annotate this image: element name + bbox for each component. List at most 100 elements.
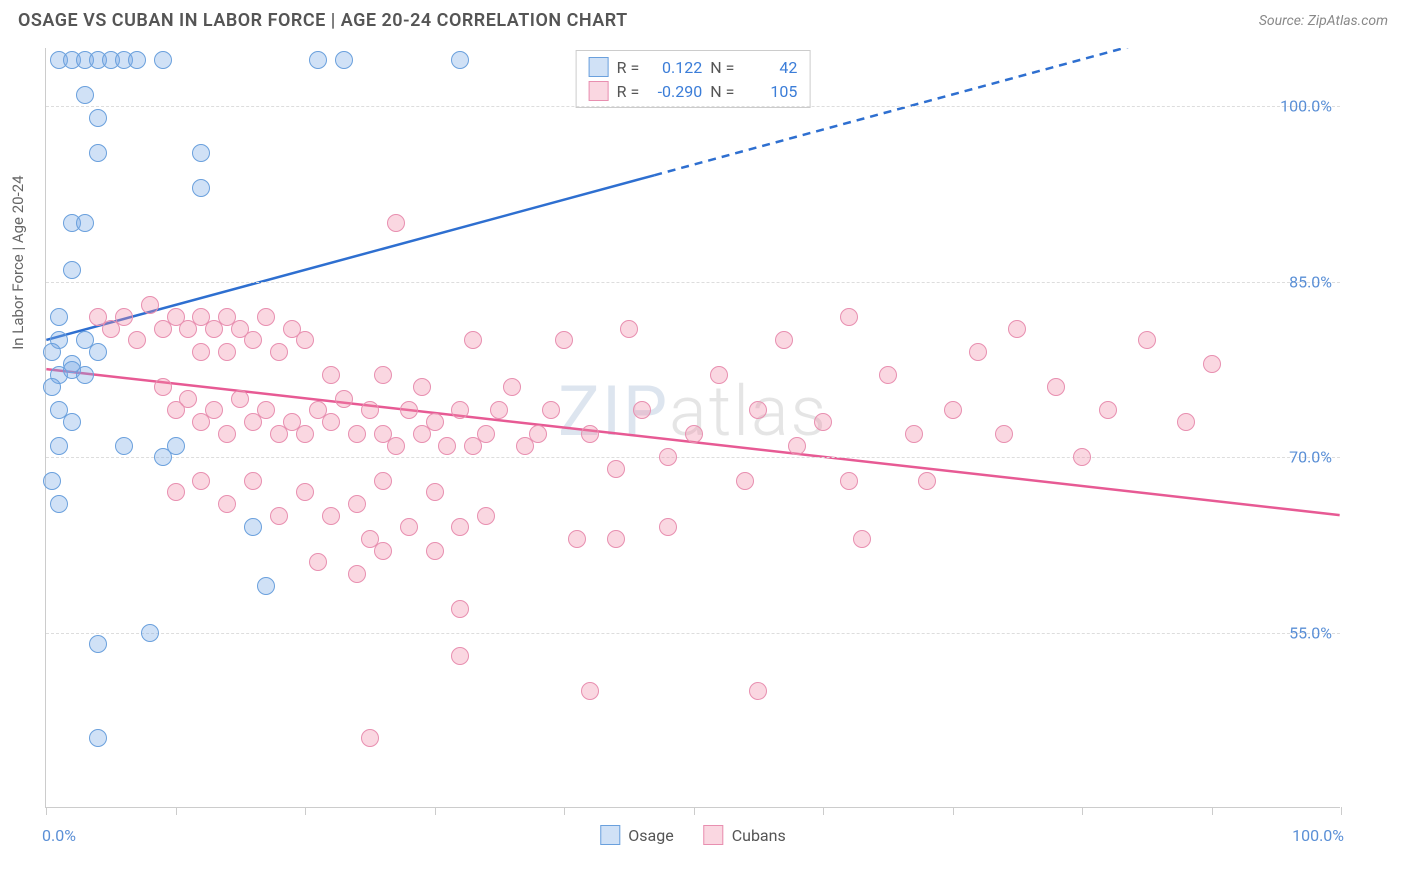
data-point: [335, 51, 353, 69]
watermark-bold: ZIP: [558, 371, 669, 453]
data-point: [43, 472, 61, 490]
data-point: [374, 366, 392, 384]
data-point: [50, 308, 68, 326]
r-value: -0.290: [647, 82, 702, 101]
series-legend-label: Cubans: [732, 826, 786, 845]
data-point: [451, 647, 469, 665]
data-point: [43, 343, 61, 361]
data-point: [426, 413, 444, 431]
data-point: [477, 425, 495, 443]
data-point: [192, 179, 210, 197]
gridline: [46, 282, 1340, 283]
gridline: [46, 633, 1340, 634]
legend-swatch: [589, 81, 609, 101]
data-point: [426, 483, 444, 501]
data-point: [296, 425, 314, 443]
data-point: [63, 261, 81, 279]
n-value: 105: [742, 82, 797, 101]
data-point: [322, 507, 340, 525]
series-legend-item: Osage: [600, 825, 673, 845]
data-point: [1047, 378, 1065, 396]
y-axis-title: In Labor Force | Age 20-24: [9, 175, 27, 349]
data-point: [1138, 331, 1156, 349]
data-point: [89, 343, 107, 361]
data-point: [400, 401, 418, 419]
data-point: [490, 401, 508, 419]
x-tick: [435, 807, 436, 815]
data-point: [607, 460, 625, 478]
data-point: [257, 308, 275, 326]
x-tick: [564, 807, 565, 815]
data-point: [426, 542, 444, 560]
data-point: [270, 343, 288, 361]
legend-swatch: [589, 57, 609, 77]
data-point: [309, 51, 327, 69]
x-tick: [176, 807, 177, 815]
n-value: 42: [742, 58, 797, 77]
data-point: [270, 507, 288, 525]
data-point: [1008, 320, 1026, 338]
data-point: [192, 144, 210, 162]
data-point: [179, 390, 197, 408]
y-tick-label: 85.0%: [1289, 272, 1332, 291]
correlation-legend-row: R = -0.290 N = 105: [589, 79, 798, 103]
data-point: [529, 425, 547, 443]
data-point: [348, 565, 366, 583]
data-point: [905, 425, 923, 443]
x-tick: [1082, 807, 1083, 815]
data-point: [50, 495, 68, 513]
data-point: [231, 390, 249, 408]
data-point: [451, 518, 469, 536]
x-tick: [953, 807, 954, 815]
data-point: [918, 472, 936, 490]
series-legend-label: Osage: [628, 826, 673, 845]
data-point: [451, 600, 469, 618]
data-point: [633, 401, 651, 419]
data-point: [581, 425, 599, 443]
x-axis-max-label: 100.0%: [1292, 826, 1344, 845]
y-tick-label: 100.0%: [1280, 97, 1332, 116]
data-point: [167, 437, 185, 455]
r-label: R =: [617, 82, 640, 101]
data-point: [788, 437, 806, 455]
data-point: [1099, 401, 1117, 419]
data-point: [76, 214, 94, 232]
data-point: [840, 308, 858, 326]
data-point: [89, 144, 107, 162]
data-point: [451, 401, 469, 419]
series-legend: Osage Cubans: [600, 825, 785, 845]
data-point: [128, 331, 146, 349]
data-point: [374, 472, 392, 490]
data-point: [141, 296, 159, 314]
gridline: [46, 106, 1340, 107]
r-value: 0.122: [647, 58, 702, 77]
n-label: N =: [710, 82, 734, 101]
data-point: [244, 472, 262, 490]
data-point: [218, 495, 236, 513]
legend-swatch: [704, 825, 724, 845]
data-point: [387, 214, 405, 232]
data-point: [50, 437, 68, 455]
chart-header: OSAGE VS CUBAN IN LABOR FORCE | AGE 20-2…: [0, 0, 1406, 39]
data-point: [335, 390, 353, 408]
x-tick: [1212, 807, 1213, 815]
data-point: [853, 530, 871, 548]
data-point: [995, 425, 1013, 443]
data-point: [244, 331, 262, 349]
correlation-legend-row: R =0.122N =42: [589, 55, 798, 79]
data-point: [205, 401, 223, 419]
data-point: [361, 729, 379, 747]
x-tick: [1341, 807, 1342, 815]
series-legend-item: Cubans: [704, 825, 786, 845]
data-point: [43, 378, 61, 396]
data-point: [387, 437, 405, 455]
data-point: [141, 624, 159, 642]
x-axis-min-label: 0.0%: [42, 826, 76, 845]
data-point: [244, 518, 262, 536]
data-point: [115, 308, 133, 326]
data-point: [257, 577, 275, 595]
data-point: [89, 729, 107, 747]
data-point: [192, 343, 210, 361]
data-point: [477, 507, 495, 525]
data-point: [840, 472, 858, 490]
